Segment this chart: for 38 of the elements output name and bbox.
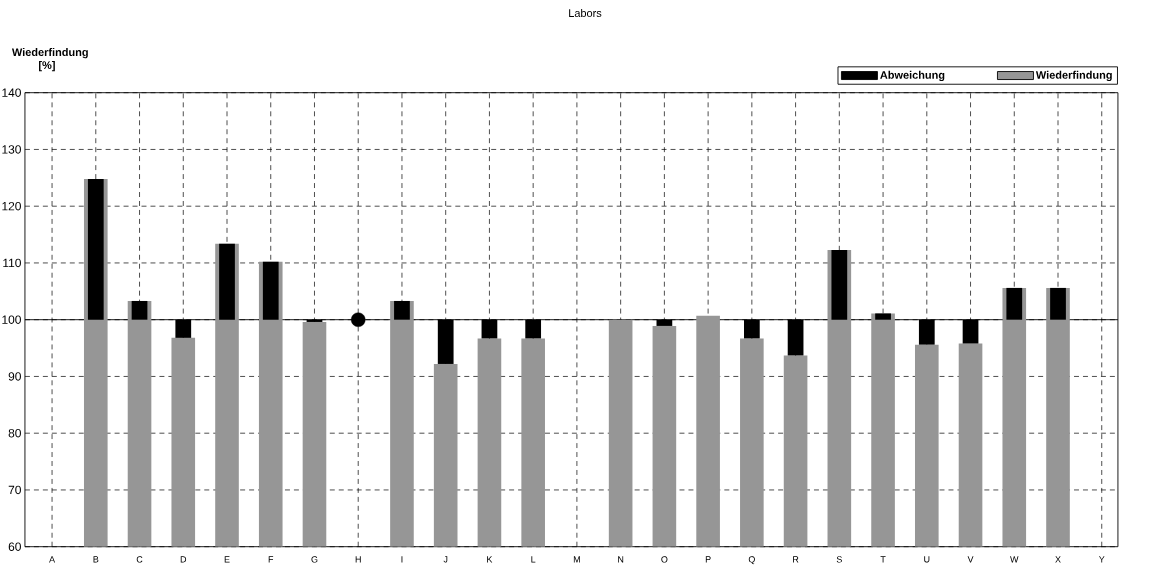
x-tick-label: X xyxy=(1055,556,1061,563)
x-tick-label: W xyxy=(1010,556,1019,563)
x-tick-label: B xyxy=(93,556,99,563)
chart-title: Labors xyxy=(569,8,602,18)
x-tick-label: G xyxy=(311,556,318,563)
x-tick-label: M xyxy=(573,556,580,563)
y-tick-label: 110 xyxy=(3,258,21,268)
x-tick-label: S xyxy=(836,556,842,563)
x-tick-label: T xyxy=(880,556,886,563)
y-tick-label: 130 xyxy=(2,145,21,154)
x-tick-label: Y xyxy=(1098,556,1105,563)
x-tick-label: A xyxy=(49,556,56,563)
y-tick-label: 140 xyxy=(2,88,21,97)
y-tick-label: 80 xyxy=(8,428,21,438)
x-tick-label: U xyxy=(924,556,930,563)
x-tick-label: J xyxy=(443,556,448,563)
x-tick-label: N xyxy=(618,556,624,563)
y-tick-label: 90 xyxy=(8,372,21,381)
y-tick-label: 100 xyxy=(2,315,21,324)
y-axis-title: Wiederfindung [%] xyxy=(11,48,88,72)
y-tick-label: 60 xyxy=(8,542,21,551)
x-tick-label: K xyxy=(487,556,493,563)
x-tick-label: Q xyxy=(748,556,755,565)
legend-label: Wiederfindung xyxy=(1035,70,1112,82)
x-tick-label: I xyxy=(401,556,403,563)
x-tick-label: E xyxy=(224,556,230,563)
x-tick-label: D xyxy=(180,556,187,563)
y-tick-label: 120 xyxy=(2,201,21,211)
x-tick-label: H xyxy=(355,556,361,563)
legend-label: Abweichung xyxy=(880,70,945,82)
x-tick-label: F xyxy=(268,556,274,563)
y-tick-label: 70 xyxy=(8,485,21,495)
x-tick-label: L xyxy=(531,556,536,563)
x-tick-label: V xyxy=(967,556,974,563)
x-tick-label: C xyxy=(136,556,143,563)
x-tick-label: R xyxy=(793,556,799,563)
x-tick-label: P xyxy=(705,556,711,563)
x-tick-label: O xyxy=(661,556,668,563)
